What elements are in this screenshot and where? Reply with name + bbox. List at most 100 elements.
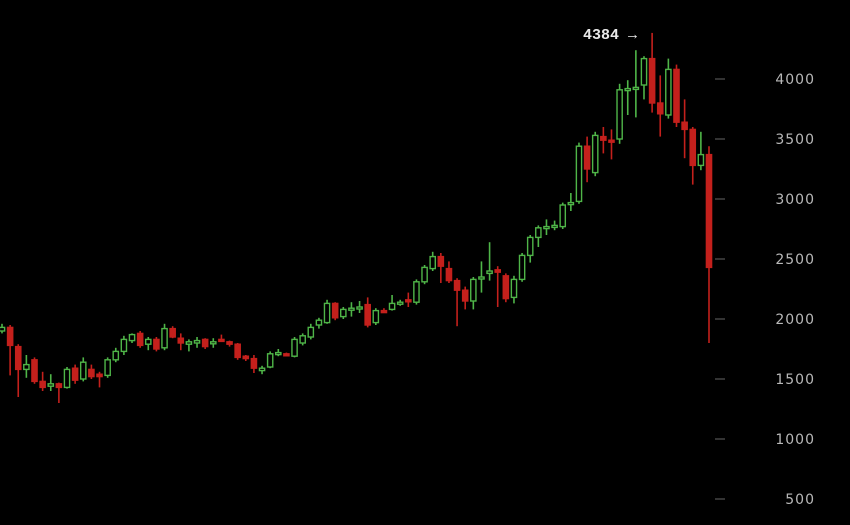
candle <box>583 136 591 183</box>
candle-body <box>315 319 323 326</box>
candle <box>234 343 241 360</box>
candle-body <box>526 236 534 257</box>
candle-body <box>6 326 14 347</box>
candle <box>681 99 688 159</box>
candle <box>551 220 558 231</box>
candle <box>201 338 209 349</box>
candle <box>88 364 95 379</box>
candle <box>632 50 640 118</box>
candle <box>6 325 14 376</box>
candle <box>63 367 71 389</box>
candle <box>502 273 510 303</box>
candle <box>364 297 371 328</box>
candle <box>510 275 518 304</box>
candle <box>616 83 623 144</box>
y-tick-label: 3500 <box>775 132 815 148</box>
candle-body <box>575 145 583 203</box>
candle <box>591 131 599 177</box>
candle <box>656 75 664 137</box>
candle <box>340 307 347 319</box>
candle <box>299 333 306 346</box>
candle-body <box>331 302 339 319</box>
candle-body <box>413 281 420 303</box>
candle-body <box>364 303 371 326</box>
candle <box>640 56 648 100</box>
candle <box>453 278 461 327</box>
candle-body <box>681 121 688 131</box>
candle <box>250 355 258 373</box>
candle-body <box>478 276 485 280</box>
y-tick-label: 3000 <box>775 192 815 208</box>
candle-body <box>96 373 103 378</box>
candle <box>575 142 583 204</box>
candle <box>79 357 87 382</box>
candle-body <box>535 227 542 239</box>
y-axis: 500 1000 1500 2000 2500 3000 3500 4000 <box>715 72 815 508</box>
candle-body <box>705 153 713 269</box>
candle-body <box>47 383 55 387</box>
candle <box>624 80 632 115</box>
candle-body <box>323 302 331 324</box>
candle-body <box>104 359 111 377</box>
candle <box>526 235 534 263</box>
candle-body <box>665 68 672 116</box>
candle-body <box>218 338 225 343</box>
candle-body <box>421 266 428 283</box>
candle <box>486 242 493 281</box>
candle <box>47 374 55 391</box>
candle-body <box>600 135 607 141</box>
candle-body <box>348 307 355 311</box>
candle-body <box>144 338 152 345</box>
candle-body <box>616 89 623 140</box>
candle <box>120 335 128 355</box>
candle-body <box>608 139 615 143</box>
candle <box>128 333 136 343</box>
candle <box>461 286 469 310</box>
candle-body <box>437 255 445 267</box>
candle <box>31 357 38 384</box>
candle-body <box>250 357 258 369</box>
candle <box>380 308 388 314</box>
candle <box>307 323 315 340</box>
candle <box>323 299 331 324</box>
candle <box>665 58 672 119</box>
candle-body <box>79 361 87 380</box>
candle <box>478 261 485 293</box>
candle-body <box>71 367 79 381</box>
candle <box>136 331 144 348</box>
y-tick-label: 500 <box>785 492 815 508</box>
candle-body <box>388 302 396 311</box>
candle-body <box>673 68 680 123</box>
candle-body <box>583 145 591 170</box>
candle <box>388 295 396 311</box>
candle <box>266 351 274 369</box>
candle-body <box>136 332 144 347</box>
candle-body <box>234 343 241 359</box>
candles-group <box>0 32 713 403</box>
candle <box>23 355 30 378</box>
candle <box>689 127 697 185</box>
candle-body <box>445 267 453 282</box>
candle <box>39 371 46 391</box>
candle-body <box>291 338 298 357</box>
candle <box>71 364 79 384</box>
candle <box>291 337 298 358</box>
candle <box>112 347 120 363</box>
candle <box>348 302 355 317</box>
candle-body <box>14 345 22 371</box>
candle-body <box>258 367 266 372</box>
y-tick-label: 1500 <box>775 372 815 388</box>
candle <box>104 357 111 378</box>
candle <box>153 337 160 352</box>
y-tick-label: 2000 <box>775 312 815 328</box>
candle-body <box>88 368 95 378</box>
candle <box>445 261 453 283</box>
candle-body <box>112 350 120 361</box>
candle <box>218 334 225 343</box>
candle-body <box>486 270 493 275</box>
candle <box>535 225 542 247</box>
candle-body <box>372 309 380 324</box>
candle-body <box>193 339 201 344</box>
candle <box>608 129 615 160</box>
max-price-annotation: 4384 → <box>583 27 637 44</box>
